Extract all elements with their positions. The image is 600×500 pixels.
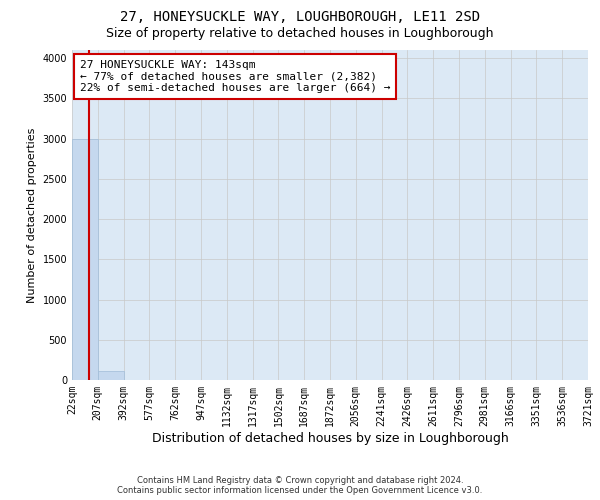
Text: Contains HM Land Registry data © Crown copyright and database right 2024.
Contai: Contains HM Land Registry data © Crown c… <box>118 476 482 495</box>
X-axis label: Distribution of detached houses by size in Loughborough: Distribution of detached houses by size … <box>152 432 508 444</box>
Bar <box>98 371 124 380</box>
Text: Size of property relative to detached houses in Loughborough: Size of property relative to detached ho… <box>106 28 494 40</box>
Bar <box>72 138 98 380</box>
Text: 27 HONEYSUCKLE WAY: 143sqm
← 77% of detached houses are smaller (2,382)
22% of s: 27 HONEYSUCKLE WAY: 143sqm ← 77% of deta… <box>80 60 390 93</box>
Text: 27, HONEYSUCKLE WAY, LOUGHBOROUGH, LE11 2SD: 27, HONEYSUCKLE WAY, LOUGHBOROUGH, LE11 … <box>120 10 480 24</box>
Y-axis label: Number of detached properties: Number of detached properties <box>27 128 37 302</box>
